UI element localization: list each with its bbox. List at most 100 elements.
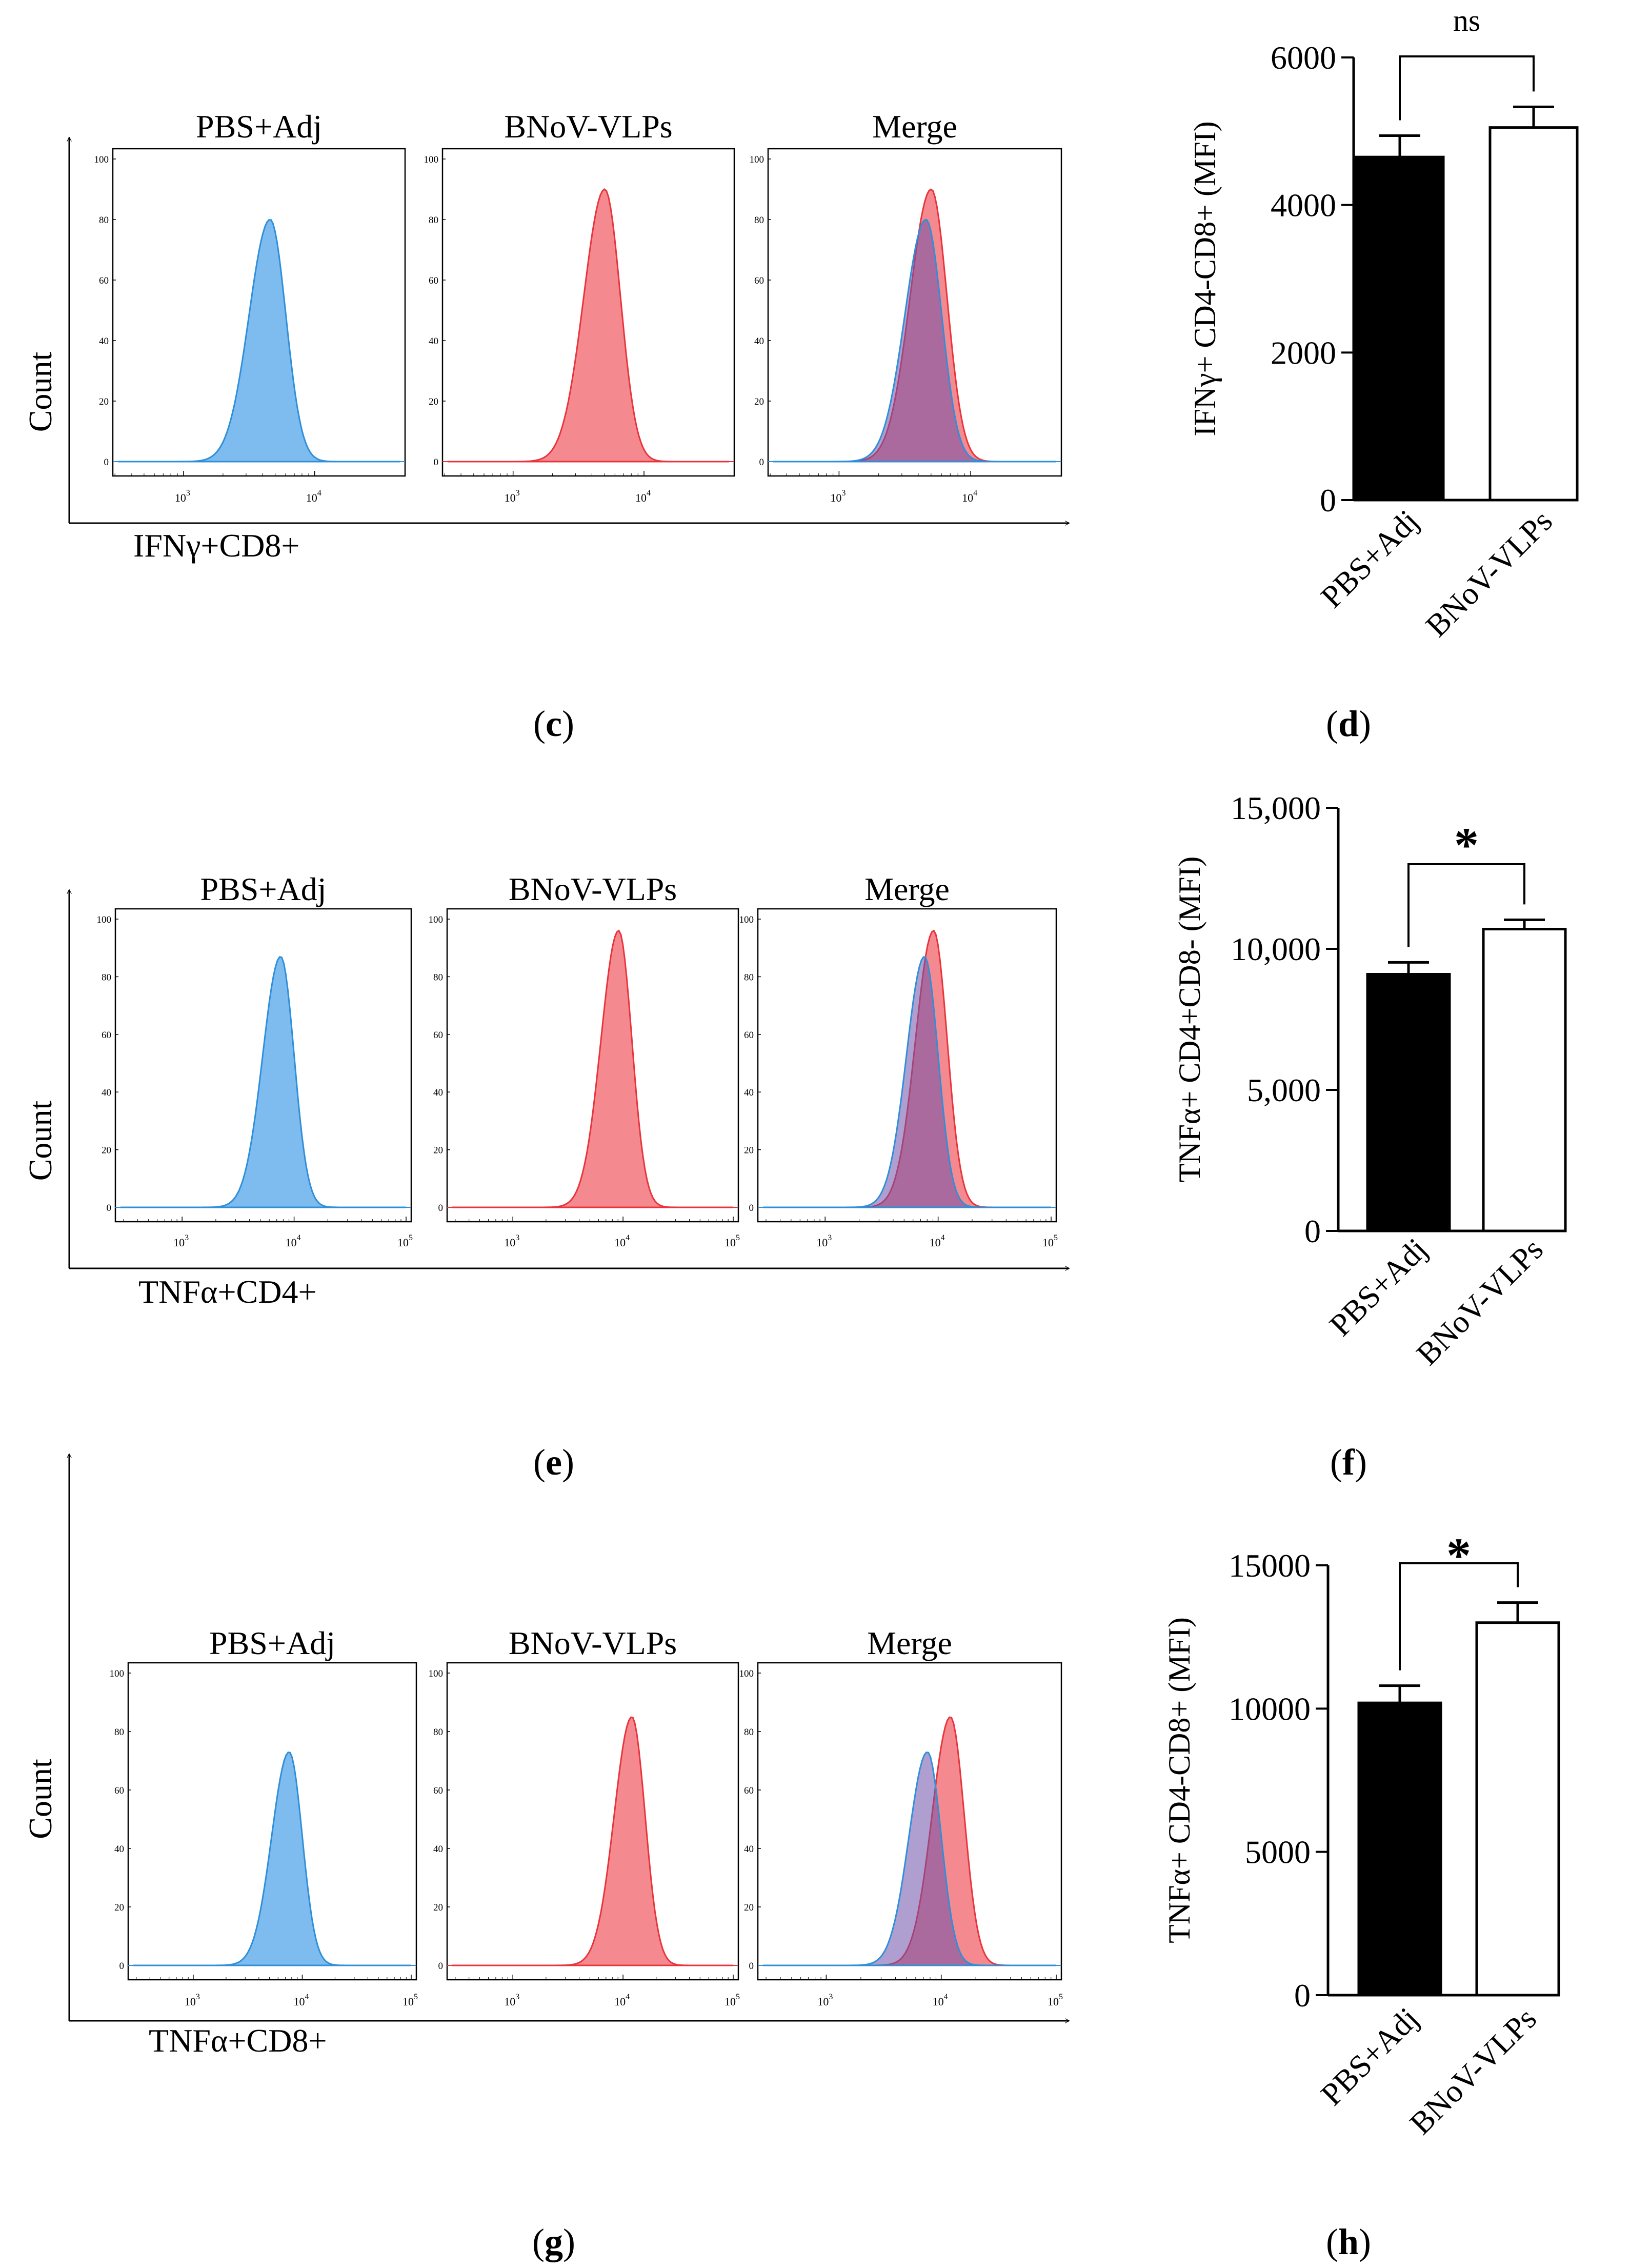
count-axis-label: Count (22, 1101, 58, 1181)
paren: ( (532, 2221, 545, 2262)
marker-axis-label: TNFα+CD4+ (138, 1274, 317, 1310)
significance-bracket (1399, 1562, 1519, 1670)
significance-label: * (1454, 818, 1479, 872)
panel-letter: e (546, 1442, 562, 1483)
y-tick-label: 80 (433, 1727, 443, 1738)
x-tick-label: 103 (505, 489, 520, 504)
x-tick-label: 103 (504, 1234, 519, 1249)
category-label: PBS+Adj (1323, 1232, 1434, 1343)
paren: ) (563, 2221, 575, 2262)
paren: ) (1359, 703, 1371, 744)
x-tick-exponent: 3 (829, 1993, 833, 2001)
x-tick-exponent: 5 (736, 1234, 740, 1242)
panel-letter: g (545, 2221, 563, 2262)
paren: ) (1355, 1442, 1367, 1483)
y-tick-label: 60 (433, 1785, 443, 1796)
category-label: BNoV-VLPs (1410, 1232, 1550, 1372)
x-tick-base: 10 (725, 1995, 736, 2008)
panel-label-c: (c) (533, 703, 574, 744)
x-tick-label: 105 (403, 1993, 418, 2008)
x-tick-base: 10 (185, 1995, 196, 2008)
y-tick-label: 20 (754, 396, 764, 407)
x-tick-label: 103 (817, 1993, 833, 2008)
y-tick-label: 20 (102, 1145, 111, 1156)
y-tick-label: 60 (754, 275, 764, 286)
y-tick-label: 10,000 (1231, 931, 1321, 967)
marker-axis-label: IFNγ+CD8+ (133, 527, 300, 564)
x-tick-base: 10 (1048, 1995, 1059, 2008)
y-tick-label: 5,000 (1247, 1072, 1321, 1108)
y-tick-label: 80 (744, 972, 754, 983)
y-tick-label: 20 (99, 396, 109, 407)
paren: ( (1326, 2221, 1338, 2262)
x-tick-base: 10 (614, 1236, 626, 1249)
category-label: PBS+Adj (1314, 504, 1425, 615)
y-tick-label: 100 (110, 1668, 125, 1679)
bar-pbs-adj (1357, 1701, 1442, 1997)
x-tick-exponent: 5 (414, 1993, 418, 2001)
y-tick-label: 15000 (1229, 1547, 1311, 1584)
x-tick-base: 10 (962, 491, 973, 504)
y-tick-label: 0 (438, 1961, 444, 1972)
panel-letter: d (1338, 703, 1359, 744)
y-tick-label: 40 (744, 1087, 754, 1098)
marker-axis-label: TNFα+CD8+ (149, 2022, 327, 2059)
histogram-frame (446, 1662, 739, 1981)
y-tick-label: 100 (424, 154, 439, 165)
x-tick-exponent: 4 (647, 489, 651, 498)
x-tick-exponent: 4 (973, 489, 977, 498)
y-tick-label: 40 (744, 1844, 754, 1855)
count-axis-label: Count (22, 1759, 58, 1839)
x-tick-base: 10 (504, 1236, 515, 1249)
y-tick-label: 2000 (1271, 334, 1336, 371)
x-tick-exponent: 4 (626, 1234, 630, 1242)
panel-label-g: (g) (532, 2221, 575, 2262)
panel-letter: f (1342, 1442, 1355, 1483)
y-tick-label: 60 (102, 1030, 111, 1041)
y-tick-label: 100 (97, 914, 112, 925)
x-tick-base: 10 (614, 1995, 626, 2008)
paren: ( (533, 1442, 546, 1483)
x-tick-base: 10 (816, 1236, 828, 1249)
x-tick-exponent: 4 (305, 1993, 309, 2001)
x-tick-label: 105 (397, 1234, 413, 1249)
x-tick-base: 10 (933, 1995, 944, 2008)
bar-bnov-vlps (1488, 126, 1579, 502)
x-tick-exponent: 4 (626, 1993, 630, 2001)
x-tick-exponent: 5 (1054, 1234, 1058, 1242)
y-axis-label: TNFα+ CD4-CD8+ (MFI) (1162, 1617, 1196, 1943)
category-label: BNoV-VLPs (1403, 2001, 1543, 2141)
x-tick-label: 103 (185, 1993, 200, 2008)
paren: ) (562, 703, 574, 744)
y-tick-label: 60 (744, 1030, 754, 1041)
histogram-title: Merge (867, 1625, 952, 1661)
panel-label-f: (f) (1330, 1442, 1367, 1483)
x-tick-base: 10 (286, 1236, 297, 1249)
y-tick-label: 20 (433, 1145, 443, 1156)
y-tick-label: 80 (114, 1727, 124, 1738)
x-tick-base: 10 (635, 491, 647, 504)
y-tick-label: 80 (99, 215, 109, 226)
x-tick-exponent: 3 (196, 1993, 200, 2001)
paren: ( (533, 703, 546, 744)
histogram-title: PBS+Adj (200, 871, 327, 907)
y-tick-label: 20 (429, 396, 438, 407)
x-tick-label: 105 (1042, 1234, 1058, 1249)
x-tick-base: 10 (504, 1995, 515, 2008)
x-tick-base: 10 (930, 1236, 941, 1249)
x-tick-label: 105 (725, 1234, 740, 1249)
bar-chart-panel-d: 0 2000 4000 6000 IFNγ+ CD4-CD8+ (MFI) PBS+Adj… (1188, 4, 1579, 644)
histogram-title: PBS+Adj (209, 1625, 335, 1661)
x-tick-exponent: 3 (828, 1234, 832, 1242)
x-tick-exponent: 3 (185, 1234, 189, 1242)
bar-pbs-adj (1355, 155, 1445, 502)
y-tick-label: 80 (433, 972, 443, 983)
